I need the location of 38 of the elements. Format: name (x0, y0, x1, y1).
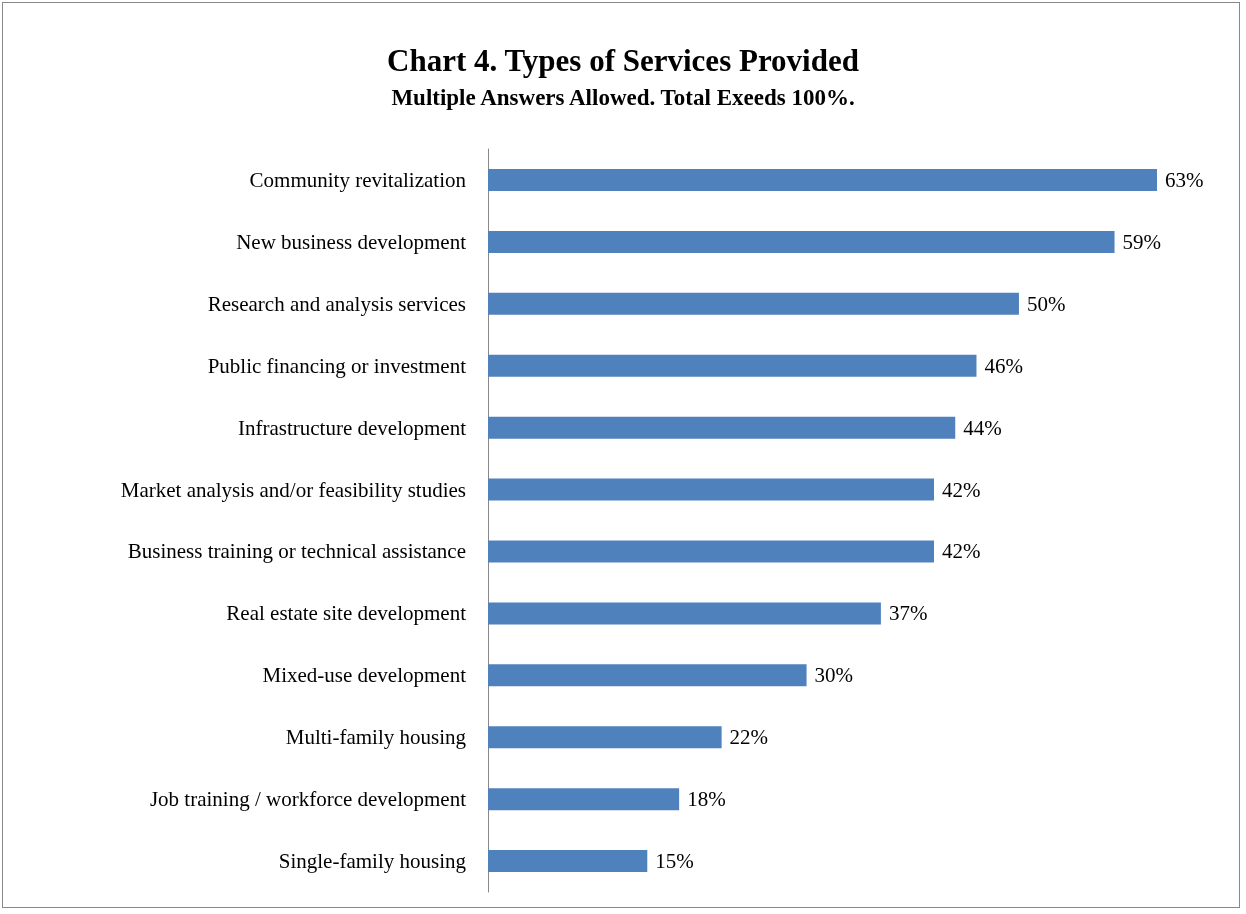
y-tick-label: Infrastructure development (238, 415, 467, 440)
data-label: 37% (888, 601, 928, 626)
bar (488, 416, 956, 439)
data-label: 44% (963, 415, 1002, 440)
y-tick-label: Community revitalization (249, 167, 467, 192)
data-label: 30% (814, 663, 854, 688)
bar (488, 664, 807, 687)
y-tick-label: Market analysis and/or feasibility studies (120, 477, 466, 502)
data-label: 18% (687, 787, 726, 812)
data-label: 42% (942, 539, 981, 564)
data-label: 63% (1165, 167, 1204, 192)
y-tick-label: Research and analysis services (207, 291, 466, 316)
y-tick-label: New business development (236, 229, 467, 254)
bar (488, 788, 680, 811)
data-label: 50% (1026, 291, 1066, 316)
data-label: 46% (984, 353, 1023, 378)
bar (488, 230, 1115, 253)
data-label: 59% (1122, 229, 1162, 254)
data-label: 22% (729, 725, 769, 750)
data-label: 42% (942, 477, 981, 502)
data-label: 15% (655, 849, 694, 874)
bar (488, 478, 934, 501)
bar (488, 602, 881, 625)
y-tick-label: Mixed-use development (262, 663, 467, 688)
bar (488, 168, 1157, 191)
y-tick-label: Public financing or investment (207, 353, 467, 378)
y-tick-label: Single-family housing (278, 849, 467, 874)
y-tick-label: Multi-family housing (285, 725, 467, 750)
y-tick-label: Business training or technical assistance (127, 539, 466, 564)
bar (488, 354, 977, 377)
bar (488, 726, 722, 749)
bar (488, 540, 934, 563)
bar (488, 850, 648, 873)
chart-title: Chart 4. Types of Services Provided (387, 43, 859, 78)
bar (488, 292, 1019, 315)
chart-subtitle: Multiple Answers Allowed. Total Exeeds 100%. (391, 85, 855, 110)
y-tick-label: Real estate site development (226, 601, 467, 626)
y-tick-label: Job training / workforce development (149, 787, 467, 812)
